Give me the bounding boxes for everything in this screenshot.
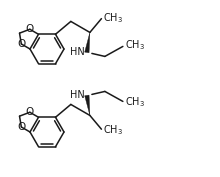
Polygon shape xyxy=(85,32,90,53)
Text: HN: HN xyxy=(70,90,85,100)
Text: O: O xyxy=(17,122,26,132)
Text: CH$_3$: CH$_3$ xyxy=(125,39,145,52)
Polygon shape xyxy=(85,95,90,115)
Text: HN: HN xyxy=(70,47,85,57)
Text: CH$_3$: CH$_3$ xyxy=(103,123,123,137)
Text: O: O xyxy=(26,24,34,34)
Text: O: O xyxy=(17,39,26,49)
Text: CH$_3$: CH$_3$ xyxy=(103,11,123,25)
Text: CH$_3$: CH$_3$ xyxy=(125,96,145,109)
Text: O: O xyxy=(26,107,34,117)
